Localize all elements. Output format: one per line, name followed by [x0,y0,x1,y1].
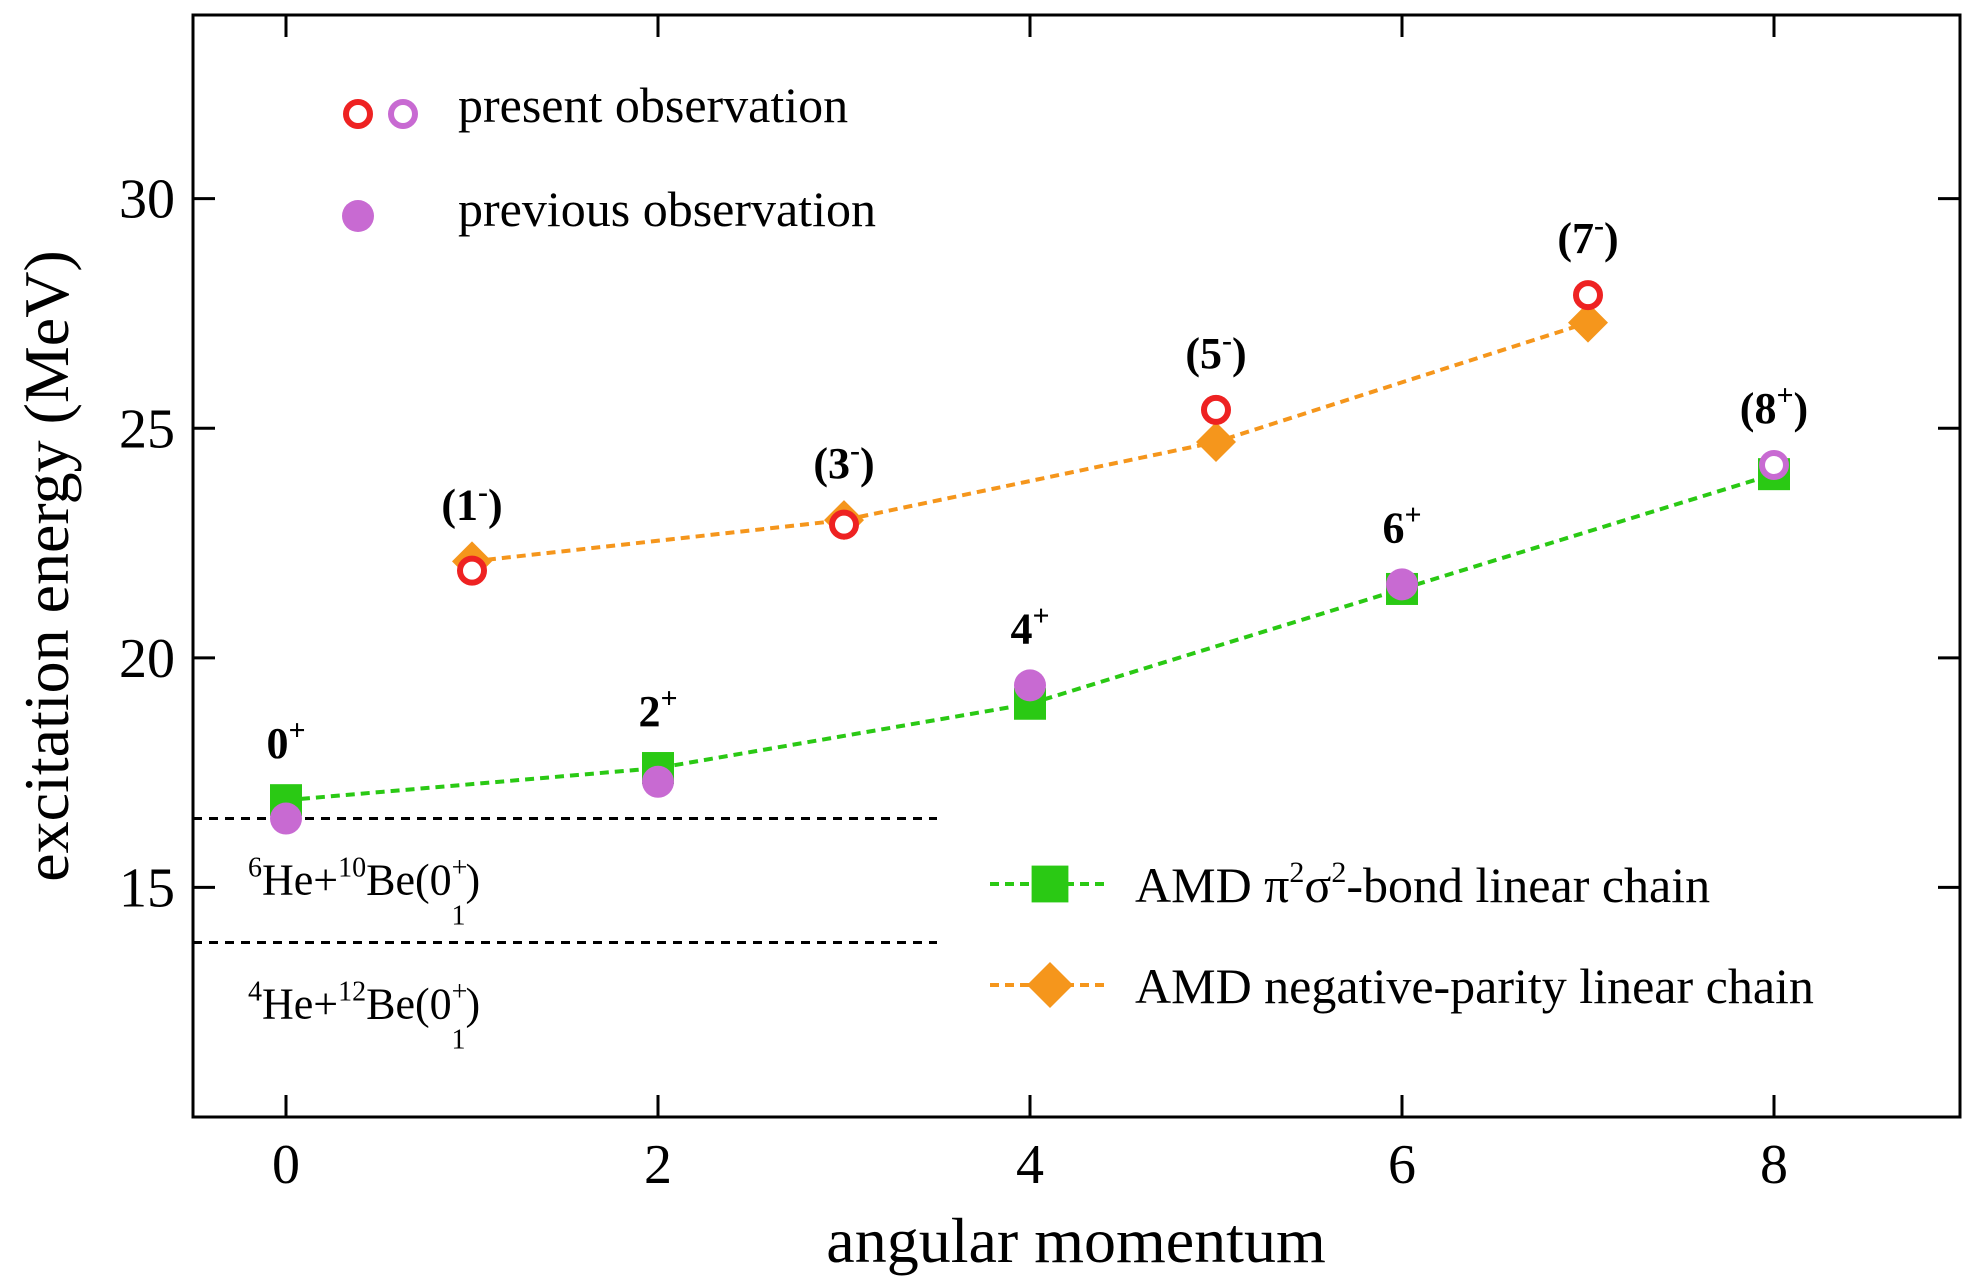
threshold-nucleus: Be(0 [366,856,452,905]
x-tick-label: 6 [1388,1134,1416,1196]
label-spin: 1 [456,480,478,529]
spin-parity-label: 4+ [1010,599,1049,653]
point-present_red [1573,280,1603,311]
label-parity: + [1404,498,1421,531]
point-amd_negative [1196,422,1236,463]
label-spin: 3 [828,439,850,488]
spin-parity-label: (5-) [1185,324,1246,378]
spin-parity-label: (3-) [813,434,874,488]
annotations: 0+(1-)2+(3-)4+(5-)6+(7-)(8+) [266,209,1808,768]
spin-parity-label: 2+ [638,682,677,736]
threshold-label: 4He+12Be(0+ 1) [248,977,480,1056]
label-spin: 2 [638,687,660,736]
threshold-nucleus: Be(0 [366,980,452,1029]
threshold-parity: + [452,977,468,1008]
y-tick-label: 30 [119,169,175,231]
point-previous [1014,669,1046,702]
label-paren: ( [1740,384,1755,433]
label-spin: 7 [1572,214,1594,263]
label-parity: - [1222,324,1232,357]
label-parity: + [1032,599,1049,632]
legend-previous-label: previous observation [458,181,876,237]
legend-previous-marker [342,200,374,232]
legend-label-part: σ [1304,857,1331,913]
spin-parity-label: (8+) [1740,379,1808,433]
x-axis-label: angular momentum [826,1205,1325,1276]
y-axis-label: excitation energy (MeV) [11,250,82,881]
threshold-mass: 10 [338,853,366,884]
legend-top: present observation previous observation [342,77,876,237]
threshold-parity: + [452,853,468,884]
point-present_violet [1759,449,1789,480]
legend-present-violet-marker [388,99,418,129]
legend-present-label: present observation [458,77,848,133]
label-paren: ) [1604,214,1619,263]
label-paren: ) [488,480,503,529]
point-present_red [457,555,487,586]
legend-present-red-marker [343,99,373,129]
threshold-paren: ) [465,856,480,905]
legend-label-amd_pi2sigma2: AMD π2σ2-bond linear chain [1135,856,1710,913]
threshold-nucleus: He+ [262,980,338,1029]
label-parity: - [478,475,488,508]
spin-parity-label: (7-) [1557,209,1618,263]
label-spin: 4 [1010,604,1032,653]
label-spin: 0 [266,719,288,768]
label-spin: 6 [1382,503,1404,552]
threshold-mass: 12 [338,977,366,1008]
thresholds: 6He+10Be(0+ 1)4He+12Be(0+ 1) [193,817,937,1056]
threshold-paren: ) [465,980,480,1029]
legend-label-sup: 2 [1289,856,1304,889]
legend-label-part: AMD π [1135,857,1289,913]
legend-label-part: -bond linear chain [1346,857,1710,913]
plot-frame [191,13,1962,1119]
spin-parity-label: 0+ [266,714,305,768]
point-amd_negative [1568,302,1608,343]
label-paren: ) [1794,384,1809,433]
series-lines [285,320,1775,803]
y-tick-label: 20 [119,628,175,690]
spin-parity-label: (1-) [441,475,502,529]
point-present_red [829,509,859,540]
x-tick-label: 8 [1760,1134,1788,1196]
threshold-index: 1 [451,901,465,932]
legend-label-sup: 2 [1331,856,1346,889]
label-spin: 8 [1754,384,1776,433]
label-parity: + [1776,379,1793,412]
threshold-label: 6He+10Be(0+ 1) [248,853,480,932]
x-tick-label: 2 [644,1134,672,1196]
label-paren: ( [441,480,456,529]
legend-label-amd_negative: AMD negative-parity linear chain [1135,958,1814,1014]
label-parity: - [1594,209,1604,242]
y-tick-label: 25 [119,398,175,460]
label-parity: - [850,434,860,467]
series-line-amd_negative [471,320,1589,564]
point-previous [1386,568,1418,601]
label-parity: + [660,682,677,715]
label-paren: ( [1557,214,1572,263]
legend-marker-amd_negative [1027,962,1073,1008]
legend-marker-amd_pi2sigma2 [1031,865,1069,903]
threshold-mass: 6 [248,853,262,884]
label-paren: ( [1185,329,1200,378]
threshold-mass: 4 [248,977,262,1008]
label-spin: 5 [1200,329,1222,378]
x-tick-label: 4 [1016,1134,1044,1196]
threshold-index: 1 [451,1025,465,1056]
x-tick-label: 0 [272,1134,300,1196]
spin-parity-label: 6+ [1382,498,1421,552]
label-paren: ( [813,439,828,488]
threshold-nucleus: He+ [262,856,338,905]
series-markers [270,280,1790,835]
label-parity: + [288,714,305,747]
point-previous [642,765,674,798]
point-present_red [1201,394,1231,425]
label-paren: ) [1232,329,1247,378]
label-paren: ) [860,439,875,488]
y-tick-label: 15 [119,857,175,919]
point-previous [270,802,302,835]
